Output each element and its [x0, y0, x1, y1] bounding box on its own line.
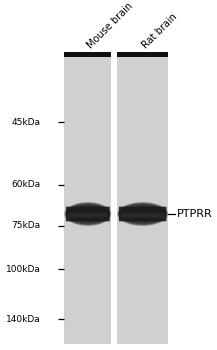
Bar	[64, 52, 111, 57]
Text: 75kDa: 75kDa	[11, 221, 41, 230]
Ellipse shape	[65, 203, 110, 225]
Ellipse shape	[64, 202, 111, 226]
Text: Rat brain: Rat brain	[141, 12, 179, 50]
Ellipse shape	[65, 203, 111, 225]
Ellipse shape	[119, 204, 166, 224]
Ellipse shape	[66, 204, 110, 224]
Ellipse shape	[118, 203, 167, 225]
Ellipse shape	[67, 205, 109, 223]
Text: Mouse brain: Mouse brain	[86, 1, 135, 50]
Ellipse shape	[66, 204, 109, 224]
Ellipse shape	[67, 204, 109, 224]
Ellipse shape	[118, 203, 167, 225]
Ellipse shape	[118, 203, 167, 225]
Text: 140kDa: 140kDa	[6, 315, 41, 323]
Ellipse shape	[120, 204, 166, 224]
FancyBboxPatch shape	[66, 206, 110, 221]
Bar	[64, 52, 168, 344]
Ellipse shape	[118, 203, 167, 225]
Text: 60kDa: 60kDa	[11, 180, 41, 189]
FancyBboxPatch shape	[119, 206, 166, 221]
Text: 45kDa: 45kDa	[12, 118, 41, 127]
Ellipse shape	[120, 205, 166, 223]
Ellipse shape	[118, 202, 168, 226]
Bar	[111, 52, 117, 344]
Ellipse shape	[119, 204, 166, 224]
Ellipse shape	[117, 202, 168, 226]
Ellipse shape	[66, 203, 110, 225]
Ellipse shape	[65, 203, 110, 225]
Ellipse shape	[65, 202, 111, 226]
Ellipse shape	[66, 203, 110, 225]
Ellipse shape	[65, 202, 111, 226]
Bar	[117, 52, 168, 57]
Text: 100kDa: 100kDa	[6, 265, 41, 274]
Ellipse shape	[66, 204, 110, 224]
FancyBboxPatch shape	[68, 213, 108, 218]
Ellipse shape	[118, 203, 168, 225]
Ellipse shape	[119, 204, 166, 224]
FancyBboxPatch shape	[121, 213, 164, 218]
Ellipse shape	[119, 204, 166, 224]
Ellipse shape	[66, 204, 110, 224]
Text: PTPRR: PTPRR	[177, 209, 213, 219]
Ellipse shape	[117, 202, 168, 226]
